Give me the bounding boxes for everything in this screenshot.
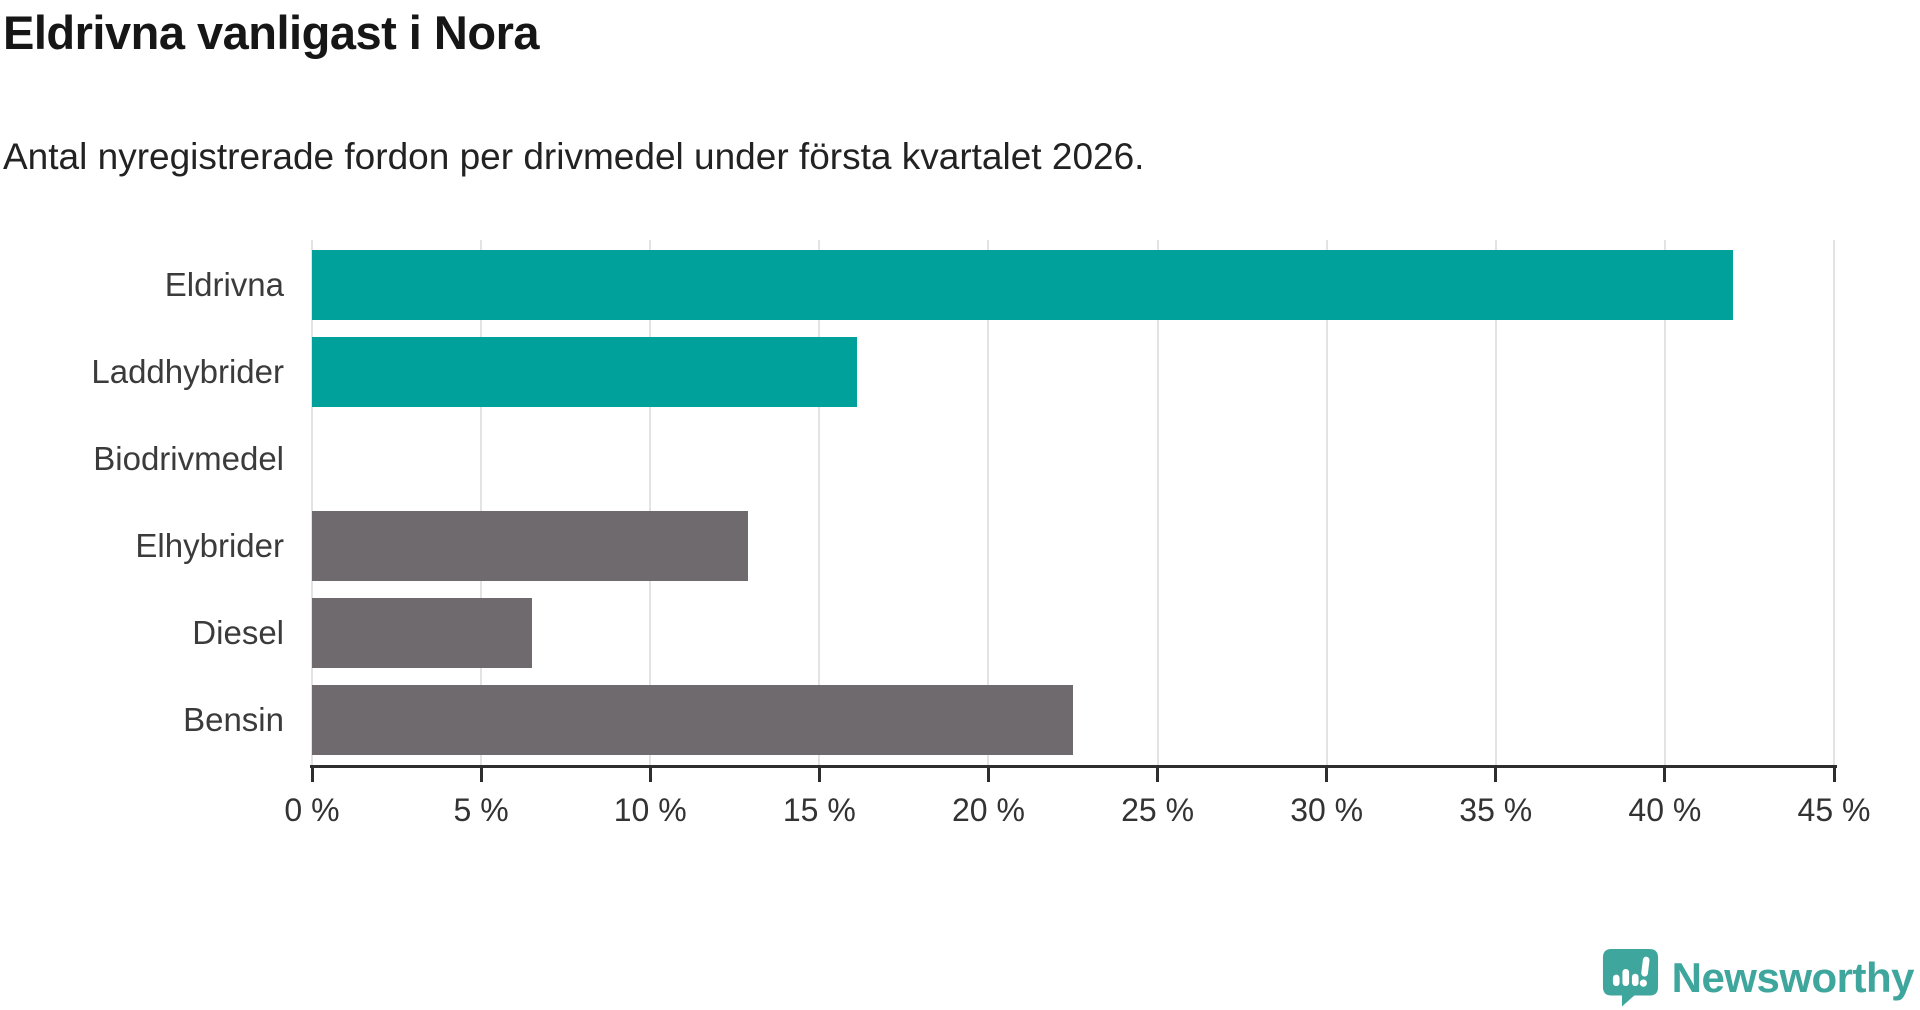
x-axis-tick-label: 20 % [951,792,1025,828]
x-axis-tick-label: 25 % [1121,792,1195,828]
x-axis-tick-label: 15 % [782,792,856,828]
chart-title: Eldrivna vanligast i Nora [3,6,540,59]
bar-bensin [312,685,1073,755]
gridline [649,240,652,765]
category-label: Eldrivna [164,266,284,303]
x-axis-tick-label: 10 % [613,792,687,828]
x-axis-line [310,765,1837,768]
category-label: Laddhybrider [91,353,284,390]
category-label: Bensin [183,701,284,738]
x-axis-tick-label: 35 % [1459,792,1533,828]
gridline [1156,240,1159,765]
x-axis-tick [1494,765,1498,782]
newsworthy-icon [1602,949,1658,1007]
gridline [987,240,990,765]
category-label: Elhybrider [135,527,284,564]
x-axis-tick [986,765,990,782]
gridline [311,240,313,765]
x-axis-tick [1156,765,1160,782]
x-axis-tick [817,765,821,782]
x-axis-tick [1325,765,1329,782]
x-axis-tick [1663,765,1667,782]
x-axis-tick [1832,765,1836,782]
gridline [1663,240,1666,765]
gridline [1494,240,1497,765]
category-label: Diesel [192,614,284,651]
bar-diesel [312,598,532,668]
gridline [818,240,821,765]
bar-chart: 0 % 5 % 10 % 15 % 20 % 25 % 30 % 35 % 40 % 45 % El… [0,200,1920,850]
x-axis-tick [479,765,483,782]
plot-area [311,240,1835,765]
x-axis-tick-label: 40 % [1628,792,1702,828]
x-axis-tick-label: 30 % [1290,792,1364,828]
x-axis-tick [310,765,314,782]
bar-eldrivna [312,250,1733,320]
x-axis-tick [648,765,652,782]
gridline [1833,240,1835,765]
bar-elhybrider [312,511,749,581]
x-axis-tick-label: 0 % [284,792,340,828]
newsworthy-logo[interactable]: Newsworthy [1602,947,1915,1008]
bar-laddhybrider [312,337,857,407]
newsworthy-logo-text: Newsworthy [1671,953,1915,1001]
gridline [480,240,483,765]
x-axis-tick-label: 5 % [453,792,509,828]
x-axis-tick-label: 45 % [1797,792,1871,828]
gridline [1325,240,1328,765]
chart-subtitle: Antal nyregistrerade fordon per drivmede… [3,136,1145,177]
category-label: Biodrivmedel [93,440,284,477]
